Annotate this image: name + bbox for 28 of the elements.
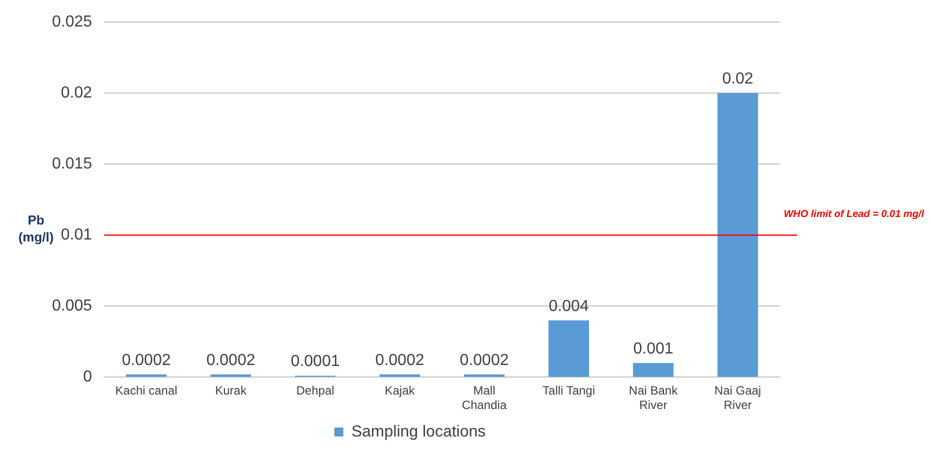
data-label: 0.0002 [375,352,424,369]
ref-line-label: WHO limit of Lead = 0.01 mg/l [784,208,924,220]
bar [548,320,590,377]
x-tick-label: Kajak [384,384,416,398]
x-tick-label: Talli Tangi [542,384,596,398]
y-tick-label: 0.005 [52,298,92,315]
x-tick-label: Kachi canal [115,384,178,398]
data-label: 0.0001 [290,353,340,370]
y-tick-label: 0.025 [52,13,92,30]
x-tick-label: Dehpal [296,384,334,398]
y-tick-label: 0 [83,368,92,386]
data-label: 0.001 [633,340,674,358]
x-tick-label: Kurak [215,384,248,398]
bar [717,93,758,377]
data-label: 0.02 [722,70,754,88]
x-tick-label: Nai Gaaj River [714,384,762,412]
legend-label: Sampling locations [351,423,486,440]
bar [632,362,674,377]
y-tick-label: 0.02 [60,84,92,102]
y-axis-title: Pb (mg/l) [18,212,54,245]
y-tick-label: 0.01 [60,226,92,244]
data-label: 0.0002 [460,352,509,369]
x-tick-label: Nai Bank River [628,384,679,412]
data-label: 0.0002 [206,352,256,369]
x-tick-label: Mall Chandia [462,384,507,412]
data-label: 0.004 [548,298,589,315]
data-label: 0.0002 [122,352,171,369]
y-tick-label: 0.015 [52,155,92,172]
